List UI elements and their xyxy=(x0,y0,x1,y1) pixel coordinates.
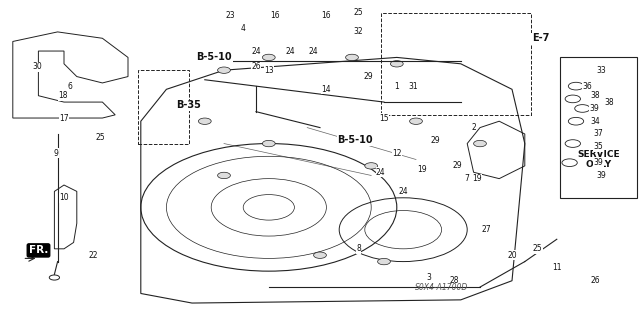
Text: 20: 20 xyxy=(507,251,517,260)
Text: 39: 39 xyxy=(589,104,599,113)
Text: 18: 18 xyxy=(58,91,67,100)
Text: 24: 24 xyxy=(398,187,408,196)
Text: 35: 35 xyxy=(593,142,604,151)
Circle shape xyxy=(198,118,211,124)
Text: 15: 15 xyxy=(379,114,389,122)
Circle shape xyxy=(378,258,390,265)
Text: 38: 38 xyxy=(604,98,614,107)
Text: 24: 24 xyxy=(376,168,386,177)
Text: 26: 26 xyxy=(251,63,261,71)
Circle shape xyxy=(314,252,326,258)
Text: 16: 16 xyxy=(270,11,280,20)
Text: 10: 10 xyxy=(59,193,69,202)
Text: FR.: FR. xyxy=(29,245,48,256)
Text: 19: 19 xyxy=(472,174,482,183)
Circle shape xyxy=(390,61,403,67)
Text: 33: 33 xyxy=(596,66,607,75)
Text: 28: 28 xyxy=(450,276,459,285)
Text: 16: 16 xyxy=(321,11,332,20)
Text: S0X4-A1700D: S0X4-A1700D xyxy=(415,283,468,292)
Text: B-5-10: B-5-10 xyxy=(196,52,232,63)
Text: 12: 12 xyxy=(392,149,401,158)
Text: 19: 19 xyxy=(417,165,428,174)
Text: 11: 11 xyxy=(552,263,561,272)
Text: 9: 9 xyxy=(54,149,59,158)
Text: 25: 25 xyxy=(95,133,106,142)
Text: 4: 4 xyxy=(241,24,246,33)
Text: 34: 34 xyxy=(590,117,600,126)
Text: 31: 31 xyxy=(408,82,418,91)
Text: 8: 8 xyxy=(356,244,361,253)
Circle shape xyxy=(262,140,275,147)
Text: 25: 25 xyxy=(353,8,364,17)
Circle shape xyxy=(410,118,422,124)
Text: 32: 32 xyxy=(353,27,364,36)
Circle shape xyxy=(474,140,486,147)
Text: B-5-10: B-5-10 xyxy=(337,135,373,145)
Text: E-7: E-7 xyxy=(532,33,550,43)
Text: 14: 14 xyxy=(321,85,332,94)
Text: 1: 1 xyxy=(394,82,399,91)
Circle shape xyxy=(262,54,275,61)
Text: 24: 24 xyxy=(308,47,319,56)
Text: 37: 37 xyxy=(593,130,604,138)
Text: 39: 39 xyxy=(593,158,604,167)
Circle shape xyxy=(365,163,378,169)
Text: 7: 7 xyxy=(465,174,470,183)
Text: 17: 17 xyxy=(59,114,69,122)
Text: SERVICE
ONLY: SERVICE ONLY xyxy=(577,150,620,169)
Text: 29: 29 xyxy=(452,161,463,170)
Text: 25: 25 xyxy=(532,244,543,253)
Text: 39: 39 xyxy=(596,171,607,180)
Text: 36: 36 xyxy=(582,82,593,91)
Text: 38: 38 xyxy=(590,91,600,100)
Text: 26: 26 xyxy=(590,276,600,285)
Circle shape xyxy=(218,67,230,73)
Text: 2: 2 xyxy=(471,123,476,132)
Text: 22: 22 xyxy=(88,251,97,260)
Text: 24: 24 xyxy=(251,47,261,56)
Text: 29: 29 xyxy=(363,72,373,81)
Text: 27: 27 xyxy=(481,225,492,234)
Text: 13: 13 xyxy=(264,66,274,75)
Text: 6: 6 xyxy=(68,82,73,91)
Text: 30: 30 xyxy=(32,63,42,71)
Circle shape xyxy=(218,172,230,179)
Text: 3: 3 xyxy=(426,273,431,282)
Circle shape xyxy=(346,54,358,61)
Text: 23: 23 xyxy=(225,11,236,20)
Text: B-35: B-35 xyxy=(177,100,201,110)
Text: 29: 29 xyxy=(430,136,440,145)
Text: 24: 24 xyxy=(285,47,295,56)
